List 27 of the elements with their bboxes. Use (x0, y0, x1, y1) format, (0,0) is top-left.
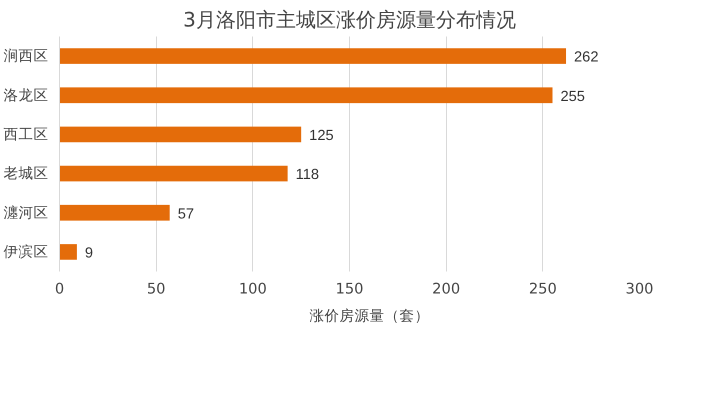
data-label: 125 (309, 128, 334, 144)
text: 涨价房源量（套） (310, 306, 430, 326)
x-tick-label: 100 (238, 280, 267, 298)
y-tick-label: 西工区 (4, 126, 48, 143)
y-tick-label: 洛龙区 (4, 86, 48, 104)
y-tick-label: 老城区 (4, 165, 48, 182)
y-tick-label: 伊滨区 (4, 243, 48, 260)
x-tick-label: 200 (432, 280, 460, 298)
bar (60, 87, 552, 104)
y-tick-label: 涧西区 (4, 48, 48, 65)
bar (60, 48, 566, 64)
bar (60, 166, 288, 182)
x-tick-label: 50 (146, 280, 166, 298)
data-label: 262 (574, 50, 598, 66)
chart-title: 3月洛阳市主城区涨价房源量分布情况 (183, 8, 516, 32)
x-tick-label: 0 (54, 280, 64, 298)
x-tick-label: 300 (626, 280, 654, 298)
data-label: 9 (84, 245, 94, 262)
data-label: 57 (178, 206, 194, 222)
x-tick-label: 150 (336, 280, 364, 298)
data-label: 255 (560, 88, 585, 105)
x-tick-label: 250 (528, 280, 557, 298)
bar (60, 204, 170, 221)
bar (60, 244, 77, 260)
bar (60, 126, 302, 142)
data-label: 118 (296, 167, 320, 184)
y-tick-label: 瀍河区 (4, 204, 48, 222)
